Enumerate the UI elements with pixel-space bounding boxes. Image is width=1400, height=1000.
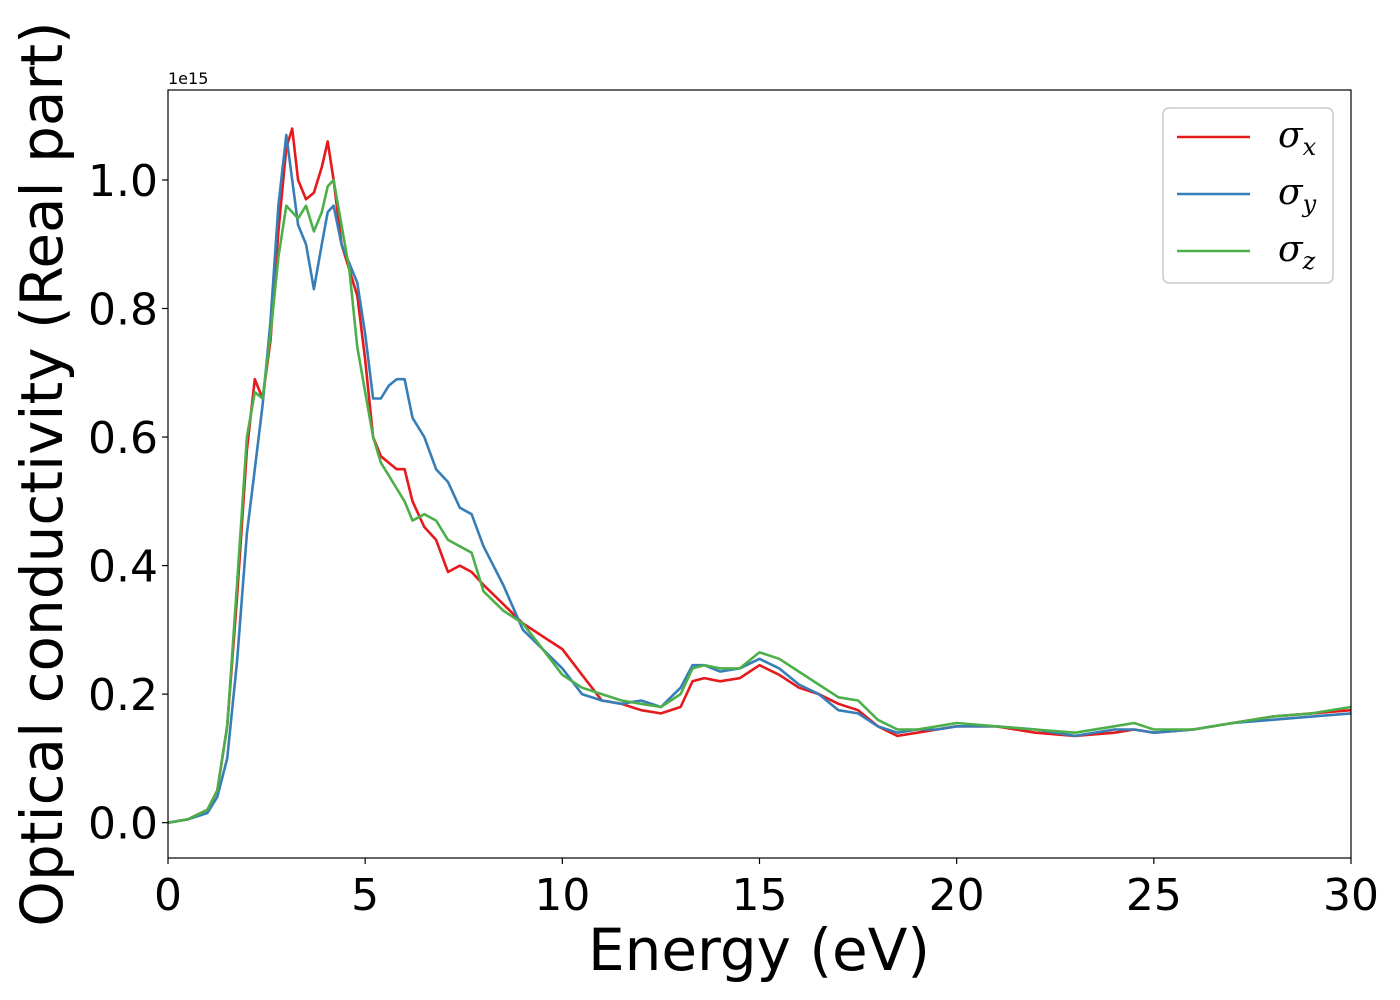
x-tick-label: 25: [1126, 870, 1182, 921]
y-tick-label: 1.0: [88, 156, 158, 207]
y-tick-label: 0.0: [88, 799, 158, 850]
x-tick-label: 15: [732, 870, 788, 921]
legend: σx σy σz: [1162, 107, 1334, 284]
series-line-3: [167, 178, 1352, 824]
legend-label: σz: [1278, 229, 1316, 275]
x-tick-label: 30: [1323, 870, 1379, 921]
legend-box: [1162, 107, 1334, 284]
x-tick-label: 0: [154, 870, 182, 921]
plot-area: [167, 127, 1352, 824]
x-axis-label: Energy (eV): [588, 916, 930, 984]
series-line-2: [167, 133, 1352, 824]
y-tick-label: 0.6: [88, 413, 158, 464]
y-offset-label: 1e15: [168, 69, 208, 88]
legend-label: σx: [1278, 115, 1317, 161]
y-axis: 0.0 0.2 0.4 0.6 0.8 1.0: [88, 156, 168, 850]
legend-label: σy: [1278, 172, 1317, 218]
x-axis: 0 5 10 15 20 25 30: [154, 858, 1379, 921]
x-tick-label: 10: [534, 870, 590, 921]
y-axis-label: Optical conductivity (Real part): [8, 21, 76, 926]
y-tick-label: 0.8: [88, 285, 158, 336]
x-tick-label: 5: [351, 870, 379, 921]
x-tick-label: 20: [929, 870, 985, 921]
y-tick-label: 0.4: [88, 542, 158, 593]
y-tick-label: 0.2: [88, 670, 158, 721]
